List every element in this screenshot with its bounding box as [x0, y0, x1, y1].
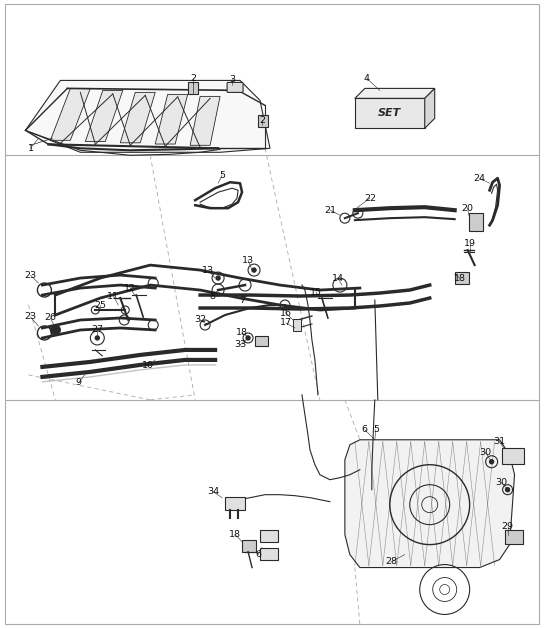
Text: 5: 5 [219, 171, 225, 180]
Text: 24: 24 [474, 174, 486, 183]
Bar [455, 272, 469, 284]
Text: 18: 18 [453, 274, 465, 283]
Text: 2: 2 [259, 116, 265, 125]
Text: 18: 18 [236, 328, 248, 337]
Bar [188, 82, 198, 94]
Text: 6: 6 [362, 425, 368, 435]
Text: 5: 5 [373, 425, 379, 435]
Text: 18: 18 [229, 530, 241, 539]
Bar [258, 116, 268, 127]
Polygon shape [225, 497, 245, 510]
Bar [293, 319, 301, 331]
Text: 11: 11 [107, 291, 119, 301]
Bar [505, 529, 523, 544]
Text: 9: 9 [75, 379, 81, 387]
Polygon shape [190, 96, 220, 145]
Polygon shape [26, 80, 270, 152]
Polygon shape [86, 90, 123, 141]
Text: 4: 4 [364, 74, 370, 83]
Text: 19: 19 [464, 239, 476, 247]
Text: 1: 1 [27, 144, 33, 153]
Circle shape [489, 460, 494, 463]
Text: 29: 29 [501, 522, 513, 531]
Text: 30: 30 [495, 478, 507, 487]
Text: 32: 32 [194, 315, 206, 325]
Text: SET: SET [378, 109, 402, 118]
Text: 27: 27 [92, 325, 104, 335]
Text: 10: 10 [142, 361, 154, 371]
Text: 15: 15 [310, 288, 322, 296]
Text: 26: 26 [44, 313, 56, 323]
Text: 22: 22 [364, 193, 376, 203]
Bar [260, 529, 278, 541]
Polygon shape [355, 99, 425, 128]
Polygon shape [50, 89, 90, 140]
Polygon shape [355, 89, 435, 99]
Polygon shape [345, 440, 514, 568]
Text: 8: 8 [209, 291, 215, 301]
Circle shape [216, 276, 220, 280]
Text: 3: 3 [229, 75, 235, 84]
Text: 28: 28 [386, 557, 398, 566]
Text: 33: 33 [234, 340, 246, 349]
Text: 13: 13 [202, 266, 214, 274]
Text: 7: 7 [239, 296, 245, 305]
Circle shape [252, 268, 256, 272]
Text: 6: 6 [255, 550, 261, 559]
Bar [242, 539, 256, 551]
Text: 2: 2 [190, 74, 196, 83]
Text: 23: 23 [25, 313, 37, 322]
Text: 23: 23 [25, 271, 37, 279]
Text: 16: 16 [280, 308, 292, 318]
Text: 12: 12 [124, 284, 136, 293]
Polygon shape [425, 89, 435, 128]
Polygon shape [155, 94, 187, 144]
Text: 30: 30 [480, 448, 492, 457]
Polygon shape [120, 92, 155, 143]
Circle shape [246, 336, 250, 340]
Text: 20: 20 [462, 203, 474, 213]
Text: 21: 21 [324, 206, 336, 215]
Text: 14: 14 [332, 274, 344, 283]
FancyBboxPatch shape [227, 82, 243, 92]
Bar [255, 336, 268, 346]
Bar [469, 213, 483, 231]
Bar [260, 548, 278, 560]
Circle shape [506, 488, 510, 492]
Text: 25: 25 [94, 301, 106, 310]
Text: 17: 17 [280, 318, 292, 327]
Text: 13: 13 [242, 256, 254, 264]
Bar [501, 448, 524, 463]
Circle shape [95, 336, 99, 340]
Text: 31: 31 [494, 437, 506, 447]
Circle shape [50, 325, 60, 335]
Text: 34: 34 [207, 487, 219, 496]
